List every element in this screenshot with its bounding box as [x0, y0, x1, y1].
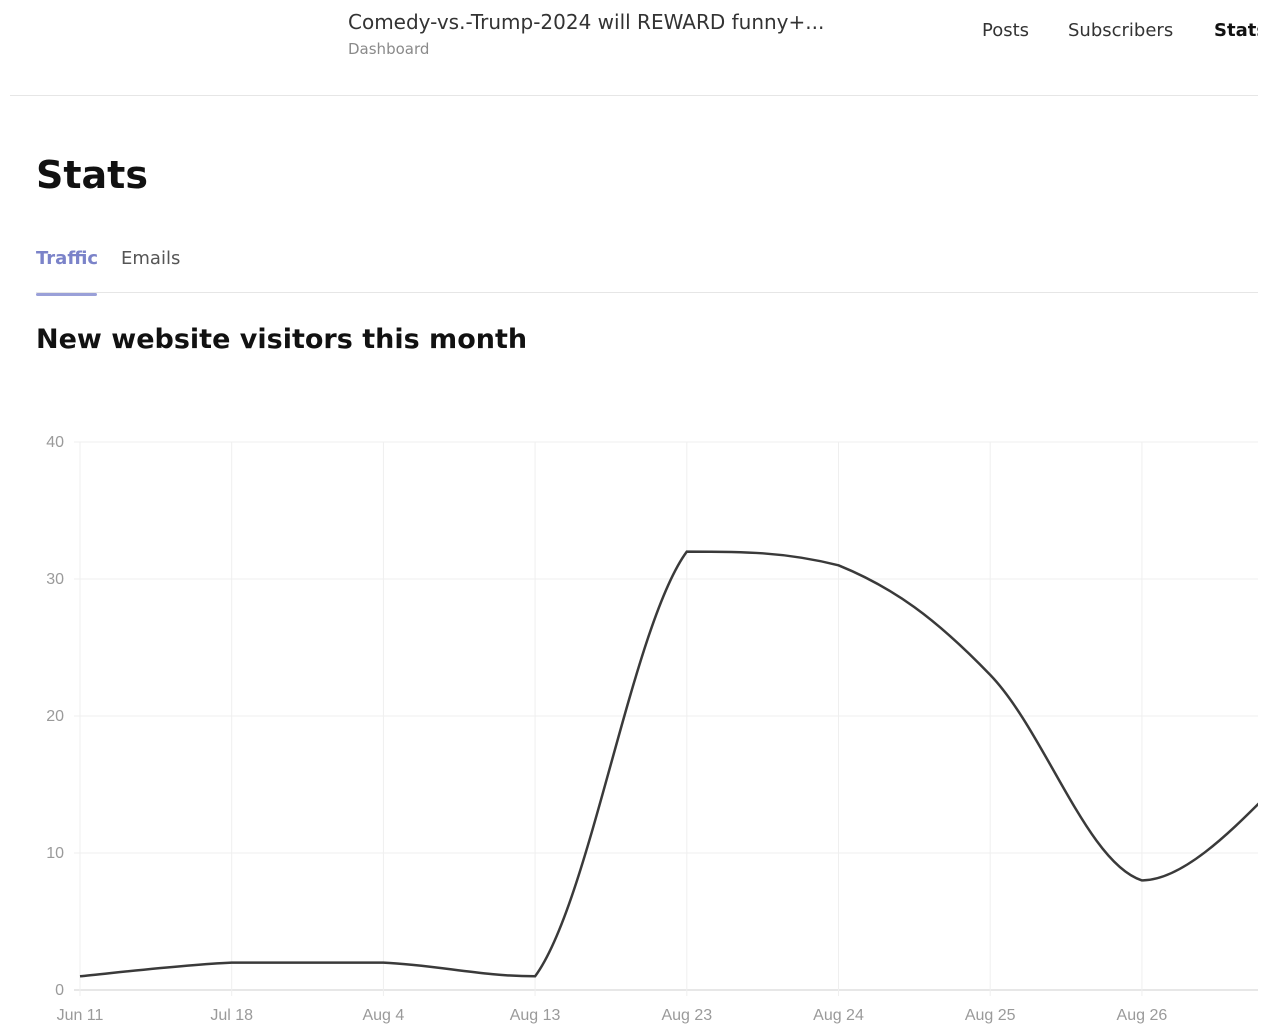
data-point[interactable]	[1136, 874, 1148, 886]
x-tick-label: Aug 13	[510, 1007, 561, 1024]
data-point[interactable]	[74, 970, 86, 982]
data-point[interactable]	[529, 970, 541, 982]
tab-emails[interactable]: Emails	[121, 248, 181, 269]
x-tick-label: Aug 4	[362, 1007, 404, 1024]
y-tick-label: 0	[55, 982, 64, 999]
x-tick-label: Aug 24	[813, 1007, 864, 1024]
y-tick-label: 40	[46, 434, 64, 451]
nav-stats[interactable]: Stats	[1214, 20, 1258, 41]
nav-subscribers[interactable]: Subscribers	[1068, 20, 1174, 41]
stats-tabs: Traffic Emails	[36, 244, 1258, 296]
nav-posts[interactable]: Posts	[982, 20, 1030, 41]
data-point[interactable]	[681, 546, 693, 558]
y-tick-label: 10	[46, 845, 64, 862]
x-tick-label: Jun 11	[57, 1007, 104, 1024]
visitors-series-line	[79, 550, 1258, 978]
data-point[interactable]	[226, 957, 238, 969]
x-tick-label: Jul 18	[210, 1007, 253, 1024]
dashboard-subtitle[interactable]: Dashboard	[348, 40, 430, 58]
visitors-line-chart: 0 10 20 30 40 Jun 11 Jul 18 Aug 4 Aug 13 Aug 23 Au…	[46, 434, 1258, 1024]
data-point[interactable]	[377, 957, 389, 969]
y-tick-label: 30	[46, 571, 64, 588]
x-tick-label: Aug 26	[1117, 1007, 1168, 1024]
data-point[interactable]	[984, 669, 996, 681]
chart-section-title: New website visitors this month	[36, 324, 528, 355]
x-tick-label: Aug 23	[661, 1007, 712, 1024]
page-title: Stats	[36, 153, 148, 197]
data-point[interactable]	[833, 559, 845, 571]
publication-title[interactable]: Comedy-vs.-Trump-2024 will REWARD funny+…	[348, 10, 825, 34]
y-tick-label: 20	[46, 708, 64, 725]
active-tab-indicator	[36, 293, 97, 296]
x-tick-label: Aug 25	[965, 1007, 1016, 1024]
top-header: Comedy-vs.-Trump-2024 will REWARD funny+…	[10, 0, 1258, 96]
tab-traffic[interactable]: Traffic	[36, 248, 99, 269]
